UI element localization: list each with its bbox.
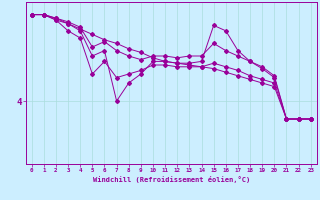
X-axis label: Windchill (Refroidissement éolien,°C): Windchill (Refroidissement éolien,°C) bbox=[92, 176, 250, 183]
